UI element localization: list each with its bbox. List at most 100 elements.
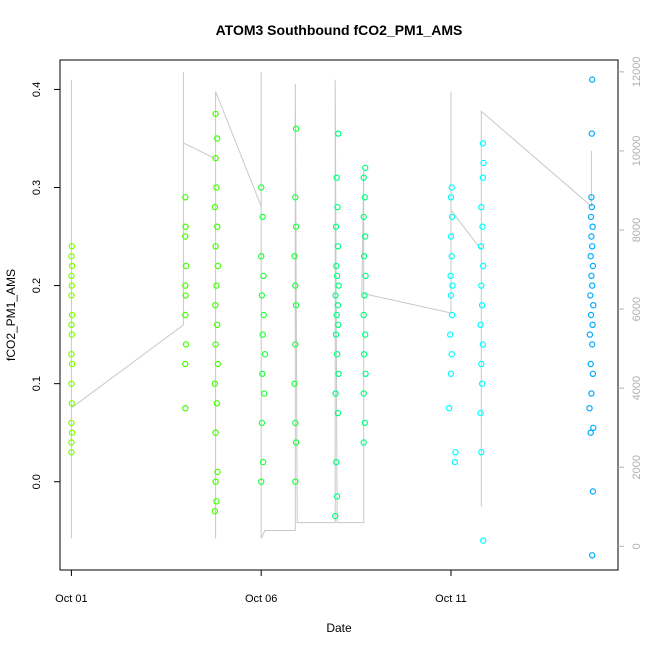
data-point [211,203,219,211]
data-point [480,262,487,270]
data-point [292,341,299,348]
data-point [447,272,454,279]
y-tick-label: 0.1 [31,376,43,391]
data-point [68,282,76,289]
data-point [447,233,455,240]
data-point [360,439,367,446]
data-point [360,390,367,397]
y2-tick-label: 2000 [631,455,643,479]
x-tick-label: Oct 06 [245,593,277,605]
data-point [68,449,75,456]
data-point [334,203,341,211]
data-point [479,174,487,181]
data-point [258,419,266,427]
data-point [447,194,455,201]
data-point [361,292,368,299]
data-point [477,321,484,328]
data-point [479,341,487,348]
data-point [292,282,299,289]
plot-frame [59,59,619,571]
data-point [214,262,222,270]
x-axis: Oct 01 Oct 06 Oct 11 [55,570,467,605]
data-point [182,194,189,201]
data-point [332,390,339,397]
data-point [182,292,189,299]
data-point [477,243,485,250]
data-point [68,331,76,338]
data-point [212,154,219,162]
data-point [589,282,596,289]
data-point [213,400,220,407]
y-tick-label: 0.3 [31,180,43,195]
data-point [588,194,595,201]
data-point [587,311,595,319]
data-point [589,488,597,495]
y-tick-label: 0.0 [31,474,43,489]
data-point [212,110,219,118]
data-point [361,194,368,201]
data-point [292,302,300,309]
data-point [213,223,221,230]
data-point [214,360,222,368]
data-point [182,405,189,412]
data-point [259,458,267,466]
data-point [213,135,221,142]
data-point [590,424,597,431]
data-point [212,302,219,309]
data-point [360,253,368,260]
data-point [260,272,267,279]
y2-tick-label: 6000 [631,297,643,321]
data-point [362,272,369,279]
data-point [448,213,456,221]
y-axis-label: fCO2_PM1_AMS [4,269,18,361]
data-point [292,439,300,446]
data-point [360,351,368,358]
data-point [449,282,456,289]
data-point [333,458,340,466]
data-point [478,360,485,368]
data-point [362,370,369,377]
data-point [182,282,189,289]
data-point [587,429,594,436]
data-point [212,341,219,348]
x-tick-label: Oct 11 [435,593,467,605]
data-point [68,439,75,446]
data-point [292,419,299,427]
data-point [261,390,268,397]
data-point [334,409,342,417]
data-point [332,331,340,338]
data-point [587,360,594,368]
data-point [68,419,75,427]
data-point [451,458,458,466]
data-point [587,292,594,299]
data-point [333,262,340,270]
data-point [259,331,266,338]
data-point [68,351,75,358]
data-point [292,478,299,485]
secondary-series-line [70,71,592,539]
data-point [360,174,367,181]
data-point [588,130,596,137]
data-point [212,478,219,485]
data-point [259,213,266,221]
data-point [589,76,596,83]
data-point [68,311,76,319]
data-point [332,512,339,520]
y-tick-label: 0.2 [31,278,43,293]
x-axis-label: Date [326,621,352,635]
data-point [588,390,595,397]
data-point [586,405,593,412]
data-point [361,419,368,427]
data-point [332,223,340,230]
data-point [212,243,219,250]
data-point [588,233,595,240]
data-point [292,223,300,230]
data-point [332,292,339,299]
data-point [589,223,596,230]
data-point [478,302,486,309]
data-point [447,370,455,377]
y-axis-left: 0.0 0.1 0.2 0.3 0.4 [31,82,60,489]
data-point [448,253,455,260]
data-point [589,262,597,270]
